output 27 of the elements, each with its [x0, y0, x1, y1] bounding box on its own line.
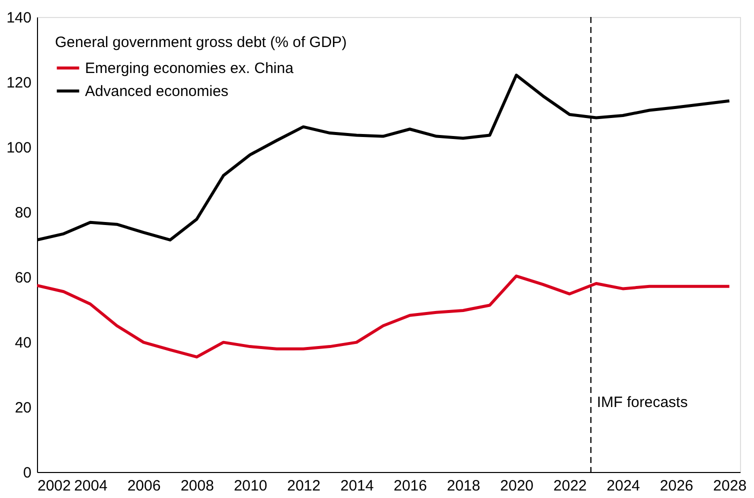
ref-line-label: IMF forecasts: [596, 394, 688, 411]
x-tick-label: 2004: [74, 478, 108, 494]
legend-title: General government gross debt (% of GDP): [55, 34, 347, 51]
x-tick-label: 2024: [606, 478, 640, 494]
x-tick-label: 2018: [446, 478, 480, 494]
x-tick-label: 2016: [394, 478, 427, 494]
y-tick-label: 100: [6, 140, 32, 156]
y-tick-label: 140: [6, 10, 32, 26]
y-tick-label: 60: [14, 270, 32, 286]
y-tick-label: 120: [6, 74, 32, 92]
x-tick-label: 2008: [180, 478, 214, 494]
x-tick-label: 2014: [340, 478, 374, 494]
y-tick-label: 40: [14, 334, 32, 352]
x-tick-label: 2022: [553, 478, 587, 494]
x-tick-label: 2006: [127, 478, 161, 494]
legend-label: Emerging economies ex. China: [85, 60, 294, 77]
x-tick-label: 2028: [713, 478, 747, 494]
x-tick-label: 2020: [500, 478, 534, 494]
line-series: [37, 274, 731, 358]
legend-label: Advanced economies: [85, 83, 228, 100]
x-tick-label: 2002: [38, 478, 71, 494]
y-tick-label: 80: [14, 204, 32, 222]
x-tick-label: 2010: [234, 478, 268, 494]
x-tick-label: 2026: [660, 478, 694, 494]
y-tick-label: 20: [14, 400, 32, 416]
y-tick-label: 0: [23, 464, 32, 482]
x-tick-label: 2012: [287, 478, 320, 494]
